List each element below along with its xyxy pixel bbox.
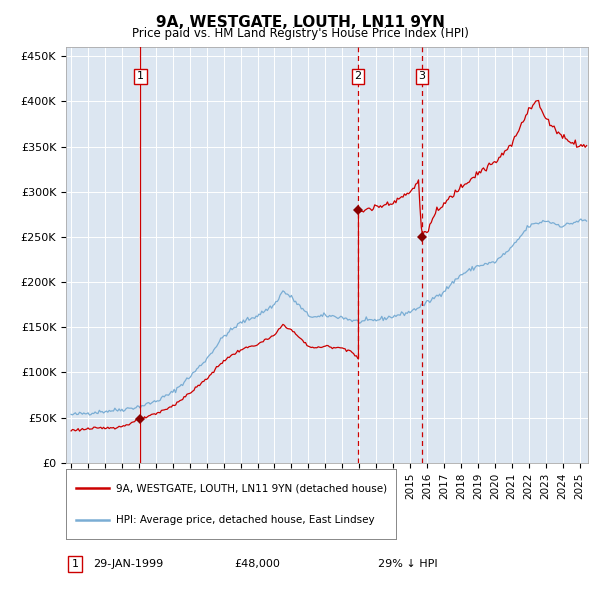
Text: 1: 1 [71, 559, 79, 569]
Text: 29% ↓ HPI: 29% ↓ HPI [378, 559, 437, 569]
Text: 1: 1 [137, 71, 144, 81]
Text: 29-JAN-1999: 29-JAN-1999 [93, 559, 163, 569]
Text: £48,000: £48,000 [234, 559, 280, 569]
Text: 2: 2 [354, 71, 361, 81]
Text: HPI: Average price, detached house, East Lindsey: HPI: Average price, detached house, East… [115, 514, 374, 525]
Text: 9A, WESTGATE, LOUTH, LN11 9YN: 9A, WESTGATE, LOUTH, LN11 9YN [155, 15, 445, 30]
Text: 3: 3 [419, 71, 425, 81]
Text: Price paid vs. HM Land Registry's House Price Index (HPI): Price paid vs. HM Land Registry's House … [131, 27, 469, 40]
Text: 9A, WESTGATE, LOUTH, LN11 9YN (detached house): 9A, WESTGATE, LOUTH, LN11 9YN (detached … [115, 483, 386, 493]
